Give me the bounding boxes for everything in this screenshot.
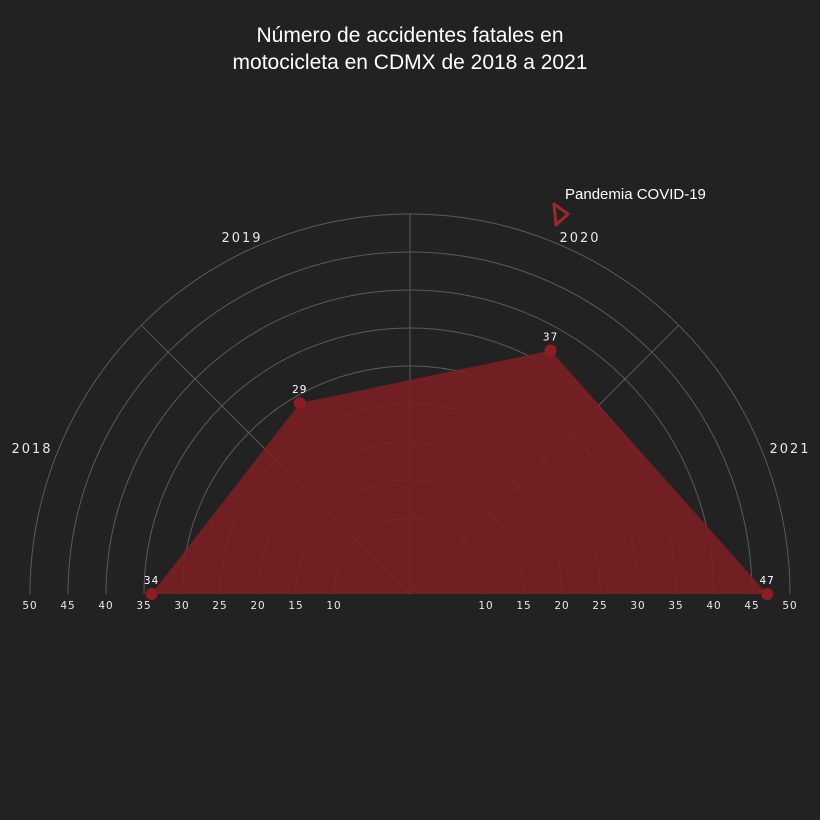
data-polygon	[151, 350, 768, 594]
data-point-2018	[145, 588, 158, 600]
pandemia-triangle-icon	[552, 202, 570, 227]
tick-label-left-20: 20	[250, 600, 265, 612]
data-points: 34 29 37 47	[144, 331, 775, 600]
data-area	[151, 350, 768, 594]
tick-label-left-45: 45	[60, 600, 75, 612]
tick-label-left-50: 50	[22, 600, 37, 612]
tick-label-right-10: 10	[478, 600, 493, 612]
category-label-2020: 2020	[559, 231, 600, 246]
tick-label-right-15: 15	[516, 600, 531, 612]
annotation-label: Pandemia COVID-19	[565, 186, 706, 203]
tick-label-right-20: 20	[554, 600, 569, 612]
radial-tick-labels: 10 10 15 15 20 20 25 25 30 30 35 35 40 40 45 45 50 50	[22, 600, 797, 612]
data-point-2019	[293, 397, 306, 410]
category-labels: 2018 2019 2020 2021	[11, 231, 810, 457]
tick-label-left-30: 30	[174, 600, 189, 612]
tick-label-left-15: 15	[288, 600, 303, 612]
tick-label-left-40: 40	[98, 600, 113, 612]
chart-title-line-1: Número de accidentes fatales en	[256, 24, 563, 47]
tick-label-right-50: 50	[782, 600, 797, 612]
data-point-2021	[761, 588, 774, 600]
tick-label-left-10: 10	[326, 600, 341, 612]
value-label-2021: 47	[760, 575, 775, 587]
category-label-2019: 2019	[221, 231, 262, 246]
tick-label-right-25: 25	[592, 600, 607, 612]
value-label-2018: 34	[144, 575, 159, 587]
chart-title-line-2: motocicleta en CDMX de 2018 a 2021	[233, 51, 588, 74]
tick-label-left-35: 35	[136, 600, 151, 612]
annotation: Pandemia COVID-19	[552, 186, 706, 227]
category-label-2018: 2018	[11, 442, 52, 457]
category-label-2021: 2021	[769, 442, 810, 457]
value-label-2020: 37	[543, 331, 558, 343]
data-point-2020	[544, 344, 557, 357]
tick-label-right-35: 35	[668, 600, 683, 612]
tick-label-left-25: 25	[212, 600, 227, 612]
value-label-2019: 29	[292, 384, 307, 396]
tick-label-right-45: 45	[744, 600, 759, 612]
tick-label-right-40: 40	[706, 600, 721, 612]
tick-label-right-30: 30	[630, 600, 645, 612]
